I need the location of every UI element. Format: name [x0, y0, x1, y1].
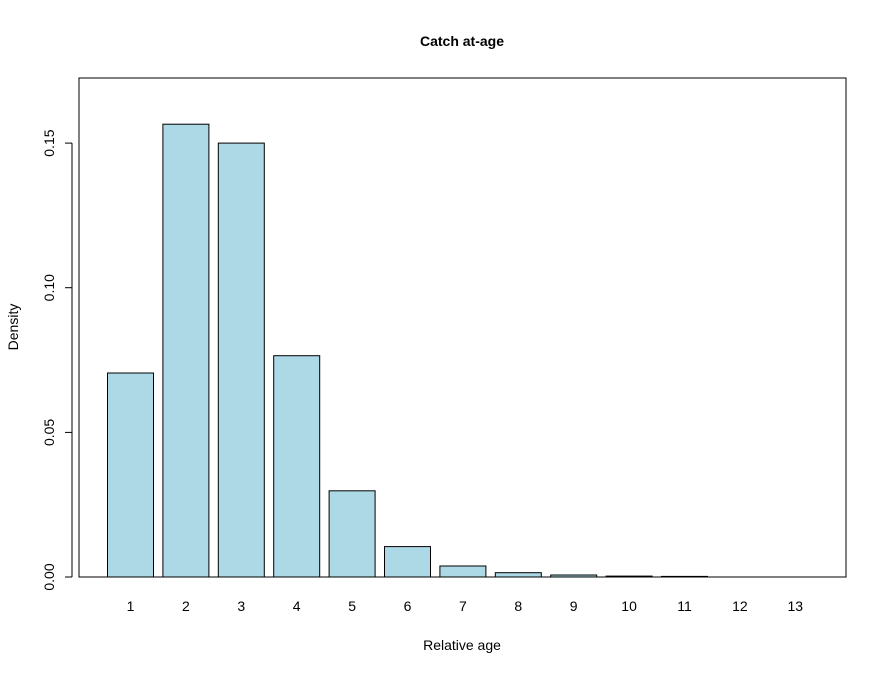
y-axis: 0.00 0.05 0.10 0.15 [41, 129, 73, 591]
bar-8 [494, 572, 542, 578]
y-tick-label: 0.05 [41, 419, 57, 446]
y-tick-label: 0.00 [41, 563, 57, 590]
bar-3 [217, 142, 265, 578]
x-tick-label: 10 [621, 598, 637, 614]
y-axis-label: Density [5, 304, 21, 351]
bar-1 [107, 372, 154, 578]
x-tick-label: 13 [788, 598, 804, 614]
x-tick-label: 2 [182, 598, 190, 614]
x-axis-labels: 1 2 3 4 5 6 7 8 9 10 11 12 13 [127, 598, 804, 614]
x-tick-label: 5 [348, 598, 356, 614]
x-tick-label: 4 [293, 598, 301, 614]
bar-4 [273, 355, 321, 578]
bars-group [107, 123, 708, 578]
y-tick-label: 0.10 [41, 274, 57, 301]
bar-2 [162, 123, 210, 578]
x-tick-label: 9 [570, 598, 578, 614]
bar-7 [439, 565, 487, 578]
bar-9 [550, 574, 598, 578]
x-tick-label: 12 [732, 598, 748, 614]
bar-6 [384, 546, 431, 578]
x-tick-label: 11 [677, 598, 692, 614]
bar-10 [605, 575, 653, 578]
x-tick-label: 8 [514, 598, 522, 614]
x-axis-label: Relative age [423, 637, 501, 653]
chart-title: Catch at-age [420, 33, 504, 49]
x-tick-label: 3 [237, 598, 245, 614]
x-tick-label: 6 [404, 598, 412, 614]
x-tick-label: 7 [459, 598, 467, 614]
x-tick-label: 1 [127, 598, 135, 614]
bar-5 [328, 490, 376, 578]
bar-11 [661, 575, 708, 578]
y-tick-label: 0.15 [41, 129, 57, 156]
